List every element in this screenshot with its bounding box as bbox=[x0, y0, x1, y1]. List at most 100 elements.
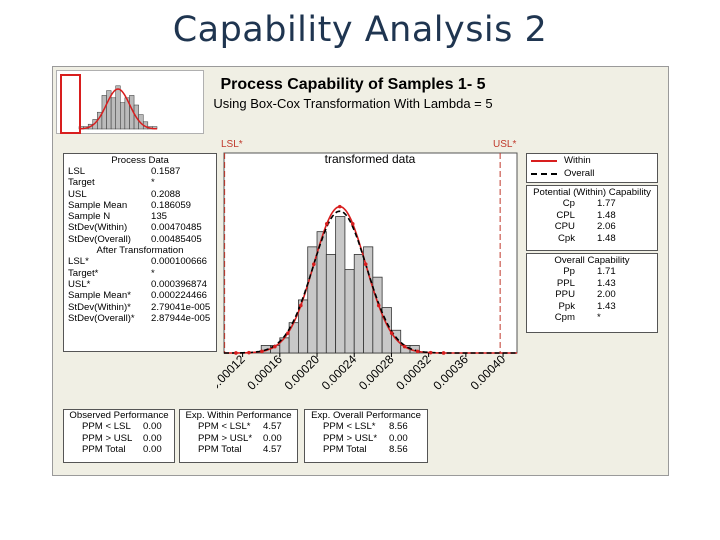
potential-capability-row-key: Cpk bbox=[557, 232, 575, 244]
within-curve-point bbox=[247, 350, 251, 355]
after-transformation-row-value: * bbox=[151, 267, 155, 279]
after-transformation-row: StDev(Within)* 2.79041e-005 bbox=[64, 302, 216, 313]
overall-capability-row: Cpm * bbox=[527, 312, 657, 324]
overall-capability-row-key: Ppk bbox=[558, 300, 575, 312]
process-data-row-key: USL bbox=[68, 188, 87, 200]
observed-performance-row-value: 0.00 bbox=[143, 421, 162, 432]
after-transformation-row-key: StDev(Within)* bbox=[68, 301, 131, 313]
usl-label: USL* bbox=[493, 139, 517, 150]
overall-capability-row-key: PPU bbox=[555, 289, 575, 300]
within-curve-point bbox=[299, 303, 303, 308]
x-tick-label: 0.00024 bbox=[319, 352, 360, 393]
potential-capability-row-key: CPU bbox=[554, 221, 575, 232]
process-data-row-value: 0.00485405 bbox=[151, 233, 202, 245]
potential-capability-row-value: 2.06 bbox=[597, 221, 616, 232]
process-data-row-key: Sample N bbox=[68, 211, 111, 223]
exp-within-performance-row: PPM Total 4.57 bbox=[180, 444, 297, 456]
process-data-row: LSL 0.1587 bbox=[64, 166, 216, 177]
potential-capability-row: CPU 2.06 bbox=[527, 221, 657, 233]
process-data-row: Sample Mean 0.186059 bbox=[64, 200, 216, 211]
histogram-bar bbox=[353, 254, 364, 354]
process-data-row: Target * bbox=[64, 177, 216, 188]
within-curve-point bbox=[324, 222, 329, 226]
after-transformation-row: USL* 0.000396874 bbox=[64, 279, 216, 290]
observed-performance-row-value: 0.00 bbox=[143, 432, 162, 444]
potential-capability-row-key: Cp bbox=[562, 198, 575, 209]
thumbnail-curve bbox=[79, 88, 157, 130]
after-transformation-row-key: USL* bbox=[68, 278, 91, 290]
observed-performance-row: PPM Total 0.00 bbox=[64, 444, 174, 456]
x-tick-label: 0.00016 bbox=[244, 352, 285, 393]
process-data-row: StDev(Within) 0.00470485 bbox=[64, 222, 216, 233]
observed-performance-row: PPM > USL 0.00 bbox=[64, 433, 174, 445]
exp-within-performance-row-value: 4.57 bbox=[263, 421, 282, 432]
histogram-chart: transformed data 0.000120.000160.000200.… bbox=[217, 152, 518, 393]
exp-within-performance-header: Exp. Within Performance bbox=[185, 410, 292, 421]
after-transformation-row-key: Sample Mean* bbox=[68, 290, 131, 302]
histogram-bar bbox=[325, 254, 337, 354]
potential-capability-row-value: 1.48 bbox=[597, 232, 616, 244]
within-curve-point bbox=[402, 344, 407, 349]
observed-performance-row-key: PPM < LSL bbox=[82, 421, 131, 432]
after-transformation-header: After Transformation bbox=[96, 245, 184, 257]
within-curve-point bbox=[260, 349, 264, 354]
within-curve-point bbox=[273, 344, 277, 349]
exp-overall-performance-row-key: PPM < LSL* bbox=[323, 421, 376, 432]
within-swatch bbox=[531, 160, 557, 162]
within-curve-point bbox=[312, 262, 316, 267]
within-curve-point bbox=[389, 331, 394, 335]
within-curve-point bbox=[234, 351, 238, 355]
within-curve-point bbox=[376, 303, 381, 308]
process-data-row: Sample N 135 bbox=[64, 211, 216, 222]
exp-overall-performance-header: Exp. Overall Performance bbox=[311, 410, 421, 421]
process-data-row-value: 0.186059 bbox=[151, 199, 192, 211]
chart-title: transformed data bbox=[325, 152, 416, 166]
potential-capability-row-key: CPL bbox=[556, 209, 575, 221]
legend-overall-label: Overall bbox=[564, 168, 595, 179]
potential-capability-row-value: 1.48 bbox=[597, 209, 616, 221]
capability-figure: Process Capability of Samples 1- 5 Using… bbox=[52, 66, 669, 476]
after-transformation-row-value: 0.000100666 bbox=[151, 256, 208, 268]
thumbnail-bar bbox=[110, 97, 116, 130]
overall-capability-row: Ppk 1.43 bbox=[527, 301, 657, 313]
exp-within-performance-row-key: PPM > USL* bbox=[198, 432, 253, 444]
overall-capability-row: PPU 2.00 bbox=[527, 289, 657, 301]
overall-capability-row-value: 1.71 bbox=[597, 266, 616, 277]
within-curve-point bbox=[337, 204, 342, 209]
histogram-bar bbox=[344, 269, 355, 354]
potential-capability-row: Cp 1.77 bbox=[527, 198, 657, 210]
overall-curve bbox=[224, 210, 517, 354]
figure-title: Process Capability of Samples 1- 5 bbox=[220, 76, 486, 93]
process-data-row-value: 135 bbox=[151, 211, 168, 223]
potential-capability-row: CPL 1.48 bbox=[527, 210, 657, 222]
thumbnail-svg bbox=[78, 85, 158, 130]
after-transformation-row: Sample Mean* 0.000224466 bbox=[64, 290, 216, 301]
exp-within-performance-row: PPM > USL* 0.00 bbox=[180, 433, 297, 445]
slide-title: Capability Analysis 2 bbox=[172, 10, 548, 50]
overall-capability-row: PPL 1.43 bbox=[527, 278, 657, 290]
process-data-row: StDev(Overall) 0.00485405 bbox=[64, 234, 216, 245]
within-curve-point bbox=[350, 222, 355, 226]
overall-capability-panel: Overall Capability Pp 1.71 PPL 1.43 PPU 2.00 P… bbox=[526, 253, 658, 333]
process-data-row-value: 0.00470485 bbox=[151, 222, 202, 234]
within-curve-point bbox=[286, 331, 290, 335]
legend-overall: Overall bbox=[527, 167, 657, 180]
after-transformation-row: StDev(Overall)* 2.87944e-005 bbox=[64, 313, 216, 324]
thumbnail-histogram bbox=[56, 70, 204, 134]
thumbnail-selection-marker bbox=[60, 74, 81, 134]
within-curve-point bbox=[415, 349, 420, 354]
overall-capability-row-value: 1.43 bbox=[597, 300, 616, 312]
process-data-row-key: Target bbox=[68, 177, 95, 189]
observed-performance-row-key: PPM > USL bbox=[82, 432, 133, 444]
overall-capability-row-value: 1.43 bbox=[597, 277, 616, 289]
exp-overall-performance-row-value: 8.56 bbox=[389, 421, 408, 432]
exp-within-performance-row-key: PPM < LSL* bbox=[198, 421, 251, 432]
after-transformation-row-value: 2.87944e-005 bbox=[151, 312, 211, 324]
overall-capability-row-key: PPL bbox=[556, 277, 575, 289]
after-transformation-row-value: 0.000224466 bbox=[151, 290, 208, 302]
x-tick-label: 0.00012 bbox=[217, 352, 248, 393]
after-transformation-row-key: LSL* bbox=[68, 256, 89, 268]
process-data-header: Process Data bbox=[111, 155, 169, 166]
process-data-row-value: * bbox=[151, 177, 155, 189]
figure-subtitle: Using Box-Cox Transformation With Lambda… bbox=[213, 96, 493, 111]
